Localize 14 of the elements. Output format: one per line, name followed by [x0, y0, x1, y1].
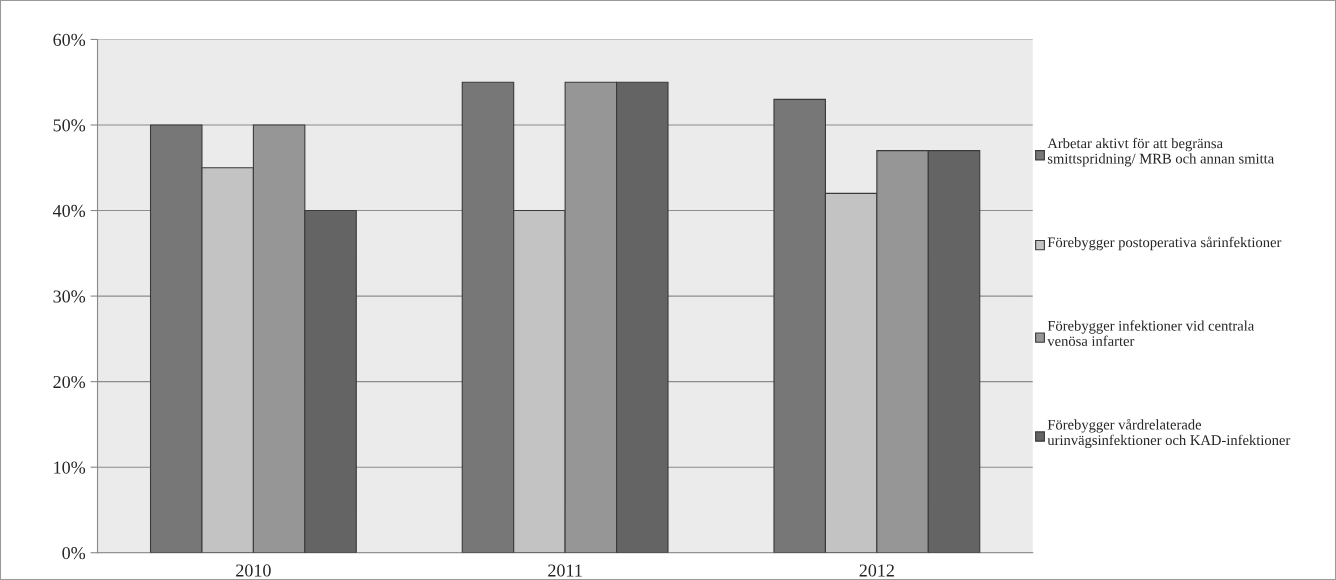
y-tick-label: 50% — [53, 119, 86, 132]
x-tick-label: 2011 — [548, 564, 582, 577]
legend-label: Förebygger vårdrelaterade urinvägsinfektioner och KAD-infektioner — [1047, 418, 1291, 449]
y-tick-label: 0% — [62, 547, 86, 560]
x-tick-label: 2010 — [236, 564, 271, 577]
y-tick-label: 30% — [53, 290, 86, 303]
legend-label: Förebygger postoperativa sårinfektioner — [1047, 236, 1282, 251]
legend-label: Förebygger infektioner vid centrala venösa infarter — [1047, 320, 1255, 346]
y-tick-label: 40% — [52, 204, 86, 218]
x-tick-label: 2012 — [859, 564, 894, 577]
y-tick-label: 60% — [53, 33, 86, 46]
y-tick-label: 10% — [54, 461, 86, 474]
y-tick-label: 20% — [53, 375, 86, 389]
legend-label: Arbetar aktivt för att begränsa smittspridning/ MRB och annan smitta — [1047, 137, 1274, 167]
